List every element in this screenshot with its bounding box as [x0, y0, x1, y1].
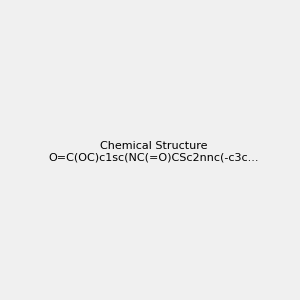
Text: Chemical Structure
O=C(OC)c1sc(NC(=O)CSc2nnc(-c3c...: Chemical Structure O=C(OC)c1sc(NC(=O)CSc… — [49, 141, 259, 162]
